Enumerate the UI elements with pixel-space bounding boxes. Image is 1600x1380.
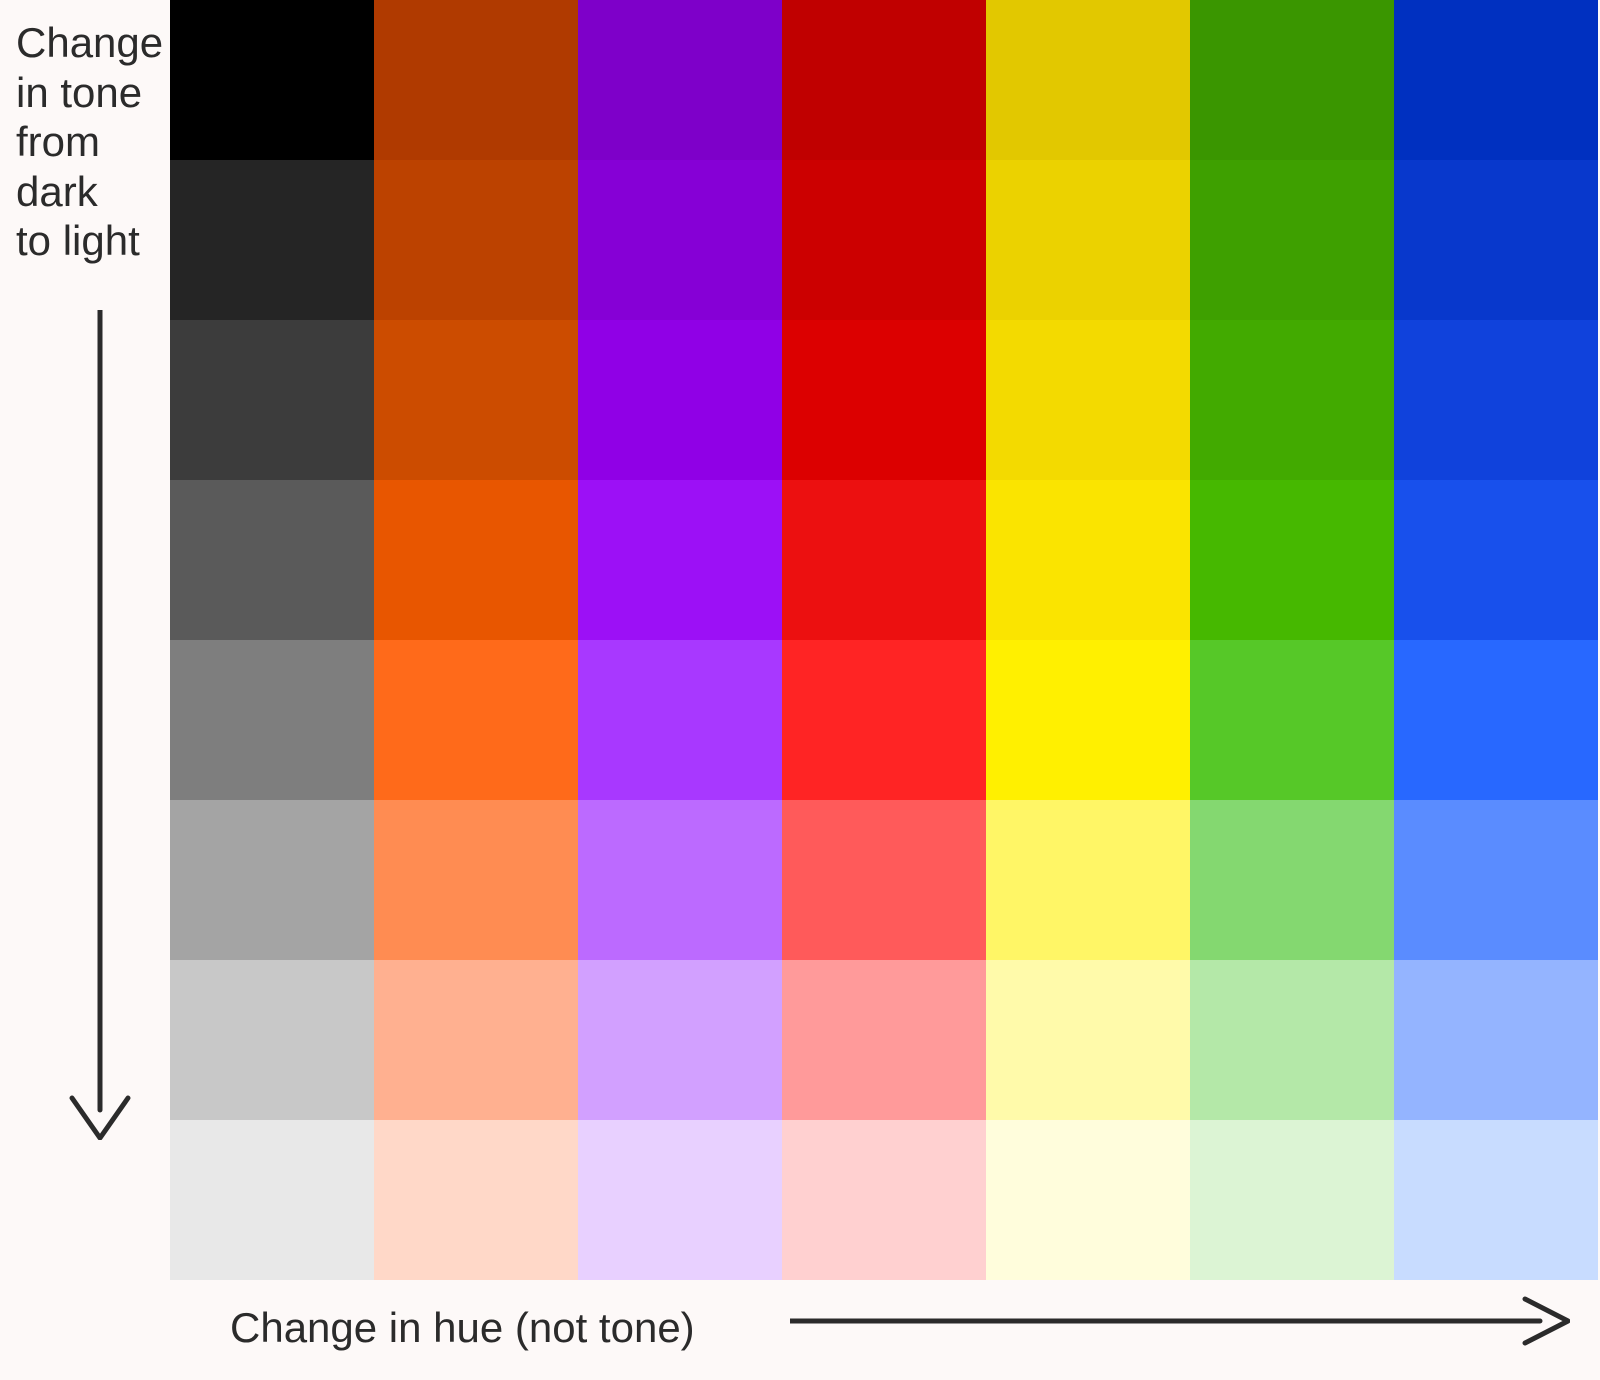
down-arrow-icon xyxy=(60,310,140,1145)
color-swatch xyxy=(1190,0,1394,160)
right-arrow-icon xyxy=(790,1291,1570,1356)
color-swatch xyxy=(1394,1120,1598,1280)
color-swatch xyxy=(986,640,1190,800)
color-swatch xyxy=(170,0,374,160)
color-swatch xyxy=(782,0,986,160)
y-axis-label-line: Change xyxy=(16,18,166,68)
color-swatch xyxy=(170,800,374,960)
color-swatch xyxy=(170,320,374,480)
color-swatch xyxy=(986,0,1190,160)
color-swatch xyxy=(782,960,986,1120)
y-axis-label: Change in tone from dark to light xyxy=(16,18,166,266)
y-axis-label-line: dark xyxy=(16,167,166,217)
color-swatch xyxy=(782,640,986,800)
color-swatch xyxy=(374,960,578,1120)
color-swatch xyxy=(170,1120,374,1280)
color-swatch xyxy=(986,480,1190,640)
color-swatch xyxy=(578,320,782,480)
color-swatch xyxy=(170,960,374,1120)
color-swatch xyxy=(578,960,782,1120)
y-axis-label-line: in tone xyxy=(16,68,166,118)
color-swatch xyxy=(782,320,986,480)
color-swatch xyxy=(1190,640,1394,800)
color-swatch xyxy=(170,640,374,800)
color-swatch xyxy=(986,800,1190,960)
color-swatch xyxy=(986,160,1190,320)
color-swatch xyxy=(578,800,782,960)
color-swatch xyxy=(1190,160,1394,320)
color-swatch xyxy=(170,480,374,640)
color-swatch xyxy=(986,320,1190,480)
color-swatch xyxy=(374,480,578,640)
color-swatch xyxy=(578,160,782,320)
color-grid xyxy=(170,0,1598,1280)
x-axis-label: Change in hue (not tone) xyxy=(230,1304,695,1352)
color-swatch xyxy=(1394,0,1598,160)
color-swatch xyxy=(374,0,578,160)
color-swatch xyxy=(986,1120,1190,1280)
color-swatch xyxy=(986,960,1190,1120)
color-swatch xyxy=(578,0,782,160)
y-axis-label-line: to light xyxy=(16,216,166,266)
color-swatch xyxy=(374,160,578,320)
color-swatch xyxy=(1394,480,1598,640)
color-swatch xyxy=(578,640,782,800)
color-swatch xyxy=(1190,800,1394,960)
color-swatch xyxy=(782,480,986,640)
color-swatch xyxy=(1190,320,1394,480)
color-swatch xyxy=(1394,160,1598,320)
color-swatch xyxy=(782,160,986,320)
color-swatch xyxy=(1190,480,1394,640)
color-swatch xyxy=(374,800,578,960)
color-swatch xyxy=(1394,640,1598,800)
color-swatch xyxy=(1394,320,1598,480)
y-axis-label-line: from xyxy=(16,117,166,167)
color-swatch xyxy=(1190,960,1394,1120)
color-swatch xyxy=(1394,800,1598,960)
color-swatch xyxy=(374,640,578,800)
tone-hue-diagram: Change in tone from dark to light Change… xyxy=(0,0,1600,1380)
color-swatch xyxy=(1190,1120,1394,1280)
color-swatch xyxy=(1394,960,1598,1120)
color-swatch xyxy=(782,1120,986,1280)
color-swatch xyxy=(782,800,986,960)
color-swatch xyxy=(578,1120,782,1280)
color-swatch xyxy=(374,1120,578,1280)
color-swatch xyxy=(578,480,782,640)
color-swatch xyxy=(170,160,374,320)
color-swatch xyxy=(374,320,578,480)
